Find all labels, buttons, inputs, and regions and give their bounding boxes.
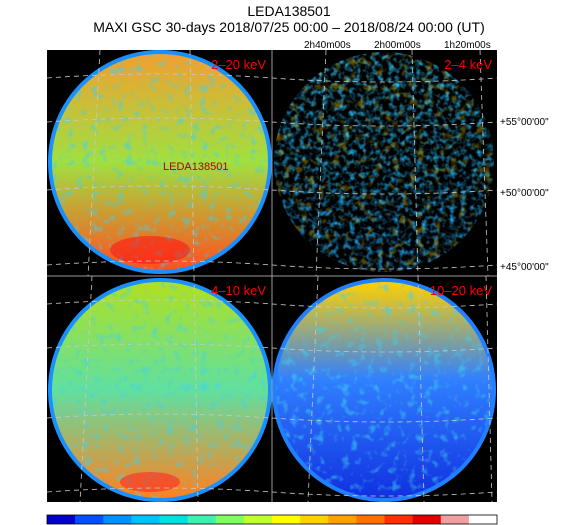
color-scale-segment xyxy=(328,515,357,524)
color-scale-segment xyxy=(300,515,329,524)
grid-line-ra-3 xyxy=(315,49,327,277)
panel-4-10kev-speckle xyxy=(52,282,268,498)
color-scale-segment xyxy=(187,515,217,524)
grid-line-ra-9 xyxy=(417,275,425,503)
grid-line-dec-8 xyxy=(46,487,498,497)
panel-10-20kev xyxy=(272,278,496,502)
dec-tick-label: +50°00'00" xyxy=(500,188,549,199)
color-scale-segment xyxy=(440,515,470,524)
ra-tick-label: 2h40m00s xyxy=(304,40,351,51)
panel-2-20kev-hotspot xyxy=(110,236,190,264)
color-scale-segment xyxy=(131,515,160,524)
color-scale-segment xyxy=(103,515,132,524)
color-scale-bar xyxy=(47,515,498,524)
band-label-2-20kev: 2–20 keV xyxy=(211,57,266,72)
grid-line-ra-6 xyxy=(79,275,93,503)
ra-tick-label: 2h00m00s xyxy=(374,40,421,51)
grid-line-ra-1 xyxy=(87,49,101,277)
panel-2-4kev-speckle xyxy=(274,52,494,272)
image-subtitle: MAXI GSC 30-days 2018/07/25 00:00 – 2018… xyxy=(93,19,485,35)
grid-line-ra-2 xyxy=(189,49,195,277)
panel-10-20kev-speckle xyxy=(276,282,492,498)
grid-line-dec-7 xyxy=(46,413,498,423)
dec-tick-label: +55°00'00" xyxy=(500,117,549,128)
grid-line-dec-4 xyxy=(46,260,498,270)
color-scale-segment xyxy=(47,515,76,524)
color-scale-segment xyxy=(272,515,301,524)
color-scale-segment xyxy=(384,515,413,524)
band-label-4-10kev: 4–10 keV xyxy=(211,283,266,298)
grid-line-ra-4 xyxy=(411,49,419,277)
image-title: LEDA138501 xyxy=(247,3,331,19)
grid-line-dec-1 xyxy=(46,73,498,83)
ra-tick-label: 1h20m00s xyxy=(444,40,491,51)
grid-line-ra-8 xyxy=(307,275,319,503)
color-scale-segment xyxy=(412,515,442,524)
grid-line-ra-7 xyxy=(193,275,199,503)
band-label-2-4kev: 2–4 keV xyxy=(444,57,492,72)
grid-line-dec-2 xyxy=(46,117,498,127)
grid-line-dec-5 xyxy=(46,299,498,309)
color-scale-segment xyxy=(215,515,245,524)
coordinate-grid xyxy=(46,49,498,503)
panel-4-10kev xyxy=(48,278,272,502)
panel-2-20kev xyxy=(48,50,272,274)
color-scale-segment xyxy=(159,515,188,524)
dec-tick-label: +45°00'00" xyxy=(500,262,549,273)
color-scale-bar-frame xyxy=(46,514,498,525)
grid-line-ra-5 xyxy=(479,49,489,277)
color-scale-segment xyxy=(356,515,385,524)
panel-4-10kev-hotspot xyxy=(120,472,180,492)
grid-line-dec-3 xyxy=(46,185,498,195)
color-scale-segment xyxy=(243,515,273,524)
panel-2-4kev xyxy=(274,52,494,272)
band-label-10-20kev: 10–20 keV xyxy=(430,283,492,298)
color-scale-segment xyxy=(468,515,498,524)
source-label: LEDA138501 xyxy=(163,161,228,173)
panel-2-20kev-speckle xyxy=(52,54,268,270)
color-scale-segment xyxy=(75,515,104,524)
grid-line-ra-10 xyxy=(485,275,493,503)
grid-line-dec-6 xyxy=(46,343,498,353)
